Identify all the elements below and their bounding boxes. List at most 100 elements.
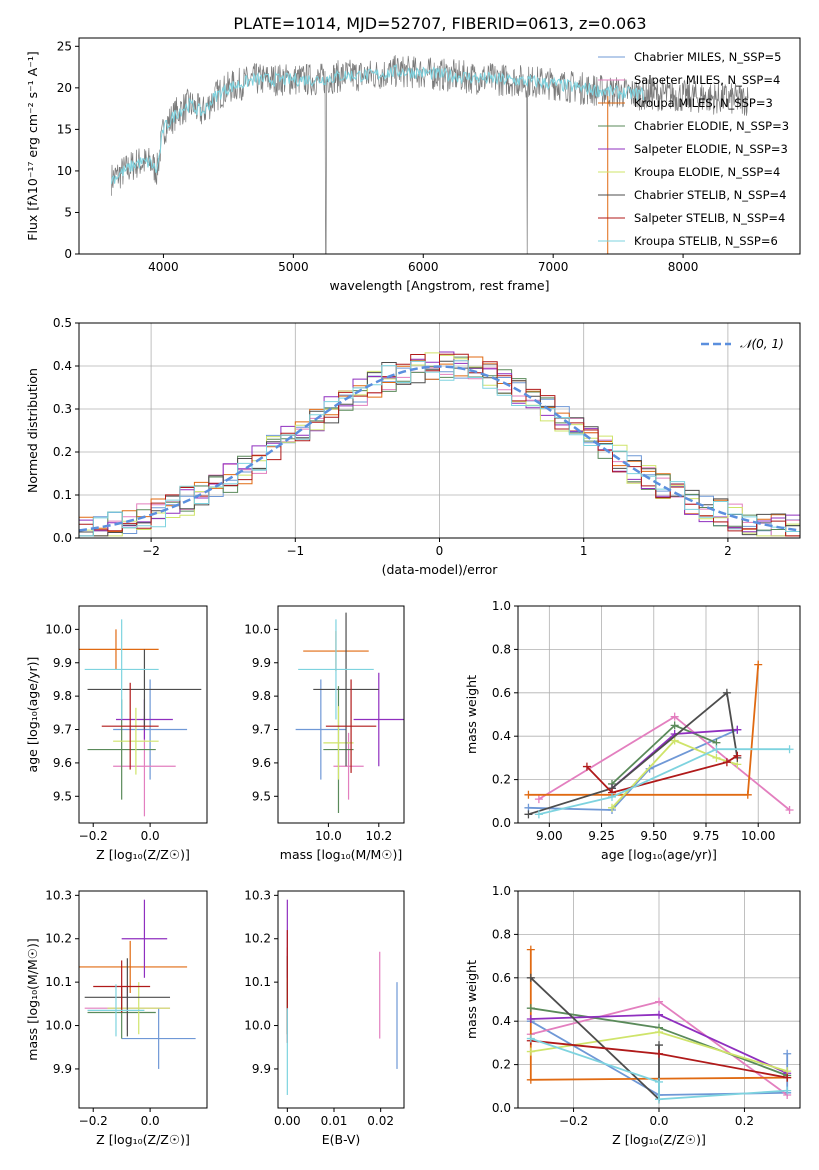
weight-point-marker <box>526 1015 535 1024</box>
weight-point-marker <box>785 745 794 754</box>
weight-point-marker <box>733 725 742 734</box>
y-tick-label: 10.3 <box>244 888 271 902</box>
legend-label: Kroupa STELIB, N_SSP=6 <box>634 234 778 248</box>
x-tick-label: 10.2 <box>365 829 392 843</box>
y-tick-label: 9.9 <box>53 656 72 670</box>
x-tick-label: 4000 <box>148 260 179 274</box>
spectrum-lines <box>111 55 749 254</box>
weight-series-line <box>538 748 790 816</box>
weight-point-marker <box>655 997 663 1006</box>
weight-point-marker <box>783 1049 792 1058</box>
x-axis-label: Z [log₁₀(Z/Z☉)] <box>96 1132 190 1147</box>
spectrum-panel: 4000 5000 6000 7000 8000 0 5 10 15 20 25 wavelength… <box>25 37 801 293</box>
y-axis-label: age [log₁₀(age/yr)] <box>25 657 40 773</box>
weight-point-marker <box>526 1075 535 1084</box>
y-tick-label: 5 <box>64 205 72 219</box>
y-tick-label: 0.2 <box>492 1058 511 1072</box>
spectrum-data <box>111 55 749 254</box>
x-axis-label: age [log₁₀(age/yr)] <box>601 847 717 862</box>
weight-point-marker <box>712 753 721 762</box>
y-axis-label: Flux [fλ10⁻¹⁷ erg cm⁻² s⁻¹ A⁻¹] <box>25 51 40 240</box>
weight_vs_Z-panel: −0.2 0.0 0.2 0.0 0.2 0.4 0.6 0.8 1.0 Z [log₁₀(Z/Z… <box>464 884 801 1147</box>
x-tick-label: −0.2 <box>79 829 108 843</box>
y-tick-label: 10.2 <box>45 932 72 946</box>
weight-point-marker <box>712 745 721 754</box>
y-tick-label: 9.6 <box>53 756 72 770</box>
y-axis-label: mass [log₁₀(M/M☉)] <box>25 938 40 1060</box>
weight-series-line <box>586 754 738 794</box>
y-axis-label: mass weight <box>464 675 479 754</box>
y-tick-label: 9.9 <box>252 1062 271 1076</box>
histogram-lines <box>79 351 800 537</box>
weight-point-marker <box>608 803 616 812</box>
weight-point-marker <box>733 751 742 760</box>
x-tick-label: 6000 <box>408 260 439 274</box>
x-tick-label: 0.01 <box>321 1114 348 1128</box>
y-tick-label: 0.0 <box>492 816 511 830</box>
y-tick-label: 1.0 <box>492 599 511 613</box>
weight-point-marker <box>655 1049 663 1058</box>
y-tick-label: 25 <box>57 39 72 53</box>
x-tick-label: 2 <box>724 544 732 558</box>
axes-frame <box>277 605 405 824</box>
y-tick-label: 0.2 <box>53 445 72 459</box>
weight-point-marker <box>783 1086 792 1095</box>
axes-frame <box>78 37 801 255</box>
y-tick-label: 10.2 <box>244 932 271 946</box>
weight-point-marker <box>526 1047 535 1056</box>
y-tick-label: 0 <box>64 247 72 261</box>
x-axis-label: (data-model)/error <box>382 562 499 577</box>
x-tick-label: 5000 <box>278 260 309 274</box>
y-tick-label: 0.4 <box>492 1014 511 1028</box>
x-tick-label: −2 <box>142 544 160 558</box>
weight-point-marker <box>670 712 679 721</box>
x-tick-label: 0.02 <box>367 1114 394 1128</box>
legend-label: Salpeter STELIB, N_SSP=4 <box>634 211 785 225</box>
gaussian-curve <box>79 365 800 532</box>
chart-panels: 4000 5000 6000 7000 80000510152025wavelength… <box>25 37 801 1147</box>
x-tick-label: 9.50 <box>640 829 667 843</box>
x-tick-label: −0.2 <box>79 1114 108 1128</box>
weight-point-marker <box>526 1004 535 1013</box>
legend-label: Kroupa MILES, N_SSP=3 <box>634 96 773 110</box>
x-axis-label: E(B-V) <box>322 1132 361 1147</box>
weight-point-marker <box>524 790 533 799</box>
y-tick-label: 0.1 <box>53 488 72 502</box>
x-tick-label: −0.2 <box>559 1114 588 1128</box>
weight-point-marker <box>783 1073 792 1082</box>
legend-label: 𝒩(0, 1) <box>740 337 784 351</box>
weight-point-marker <box>582 762 591 771</box>
y-tick-label: 15 <box>57 122 72 136</box>
legend-label: Salpeter MILES, N_SSP=4 <box>634 73 780 87</box>
figure-title: PLATE=1014, MJD=52707, FIBERID=0613, z=0… <box>233 14 646 33</box>
y-tick-label: 0.0 <box>492 1101 511 1115</box>
axes-frame <box>78 322 801 539</box>
weight-series-line <box>611 739 738 809</box>
x-tick-label: 8000 <box>668 260 699 274</box>
weight_vs_age-panel: 9.00 9.25 9.50 9.75 10.00 0.0 0.2 0.4 0.6 0.8 1.0 a… <box>464 599 801 862</box>
spectrum-model <box>111 63 645 184</box>
weight-point-marker <box>785 805 794 814</box>
y-tick-label: 0.3 <box>53 402 72 416</box>
y-tick-label: 0.4 <box>53 359 72 373</box>
weight-point-marker <box>670 721 679 730</box>
y-tick-label: 10.0 <box>45 1019 72 1033</box>
x-tick-label: 0.0 <box>649 1114 668 1128</box>
axes-frame <box>517 890 801 1109</box>
x-tick-label: 0.00 <box>274 1114 301 1128</box>
weight-series-line <box>538 715 791 811</box>
y-tick-label: 0.6 <box>492 971 511 985</box>
y-tick-label: 0.8 <box>492 642 511 656</box>
x-tick-label: 0.2 <box>735 1114 754 1128</box>
y-tick-label: 9.9 <box>53 1062 72 1076</box>
y-tick-label: 9.8 <box>252 689 271 703</box>
y-tick-label: 10.1 <box>244 975 271 989</box>
legend-label: Salpeter ELODIE, N_SSP=3 <box>634 142 788 156</box>
weight-point-marker <box>655 1077 663 1086</box>
y-tick-label: 9.7 <box>53 723 72 737</box>
x-tick-label: 9.25 <box>588 829 615 843</box>
y-tick-label: 1.0 <box>492 884 511 898</box>
weight-point-marker <box>655 1095 663 1104</box>
axes-frame <box>517 605 801 824</box>
x-tick-label: 10.0 <box>315 829 342 843</box>
